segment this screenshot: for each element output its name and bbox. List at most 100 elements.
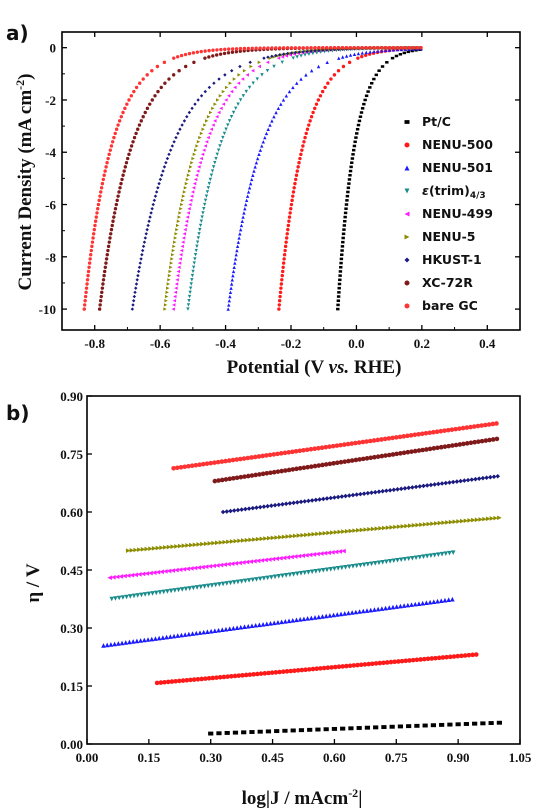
data-point bbox=[176, 587, 181, 593]
data-point bbox=[354, 492, 359, 497]
data-point bbox=[355, 127, 360, 131]
data-point bbox=[188, 677, 193, 683]
data-point bbox=[169, 265, 173, 269]
data-point bbox=[412, 448, 418, 454]
data-point bbox=[195, 50, 200, 54]
data-point bbox=[435, 598, 440, 604]
data-point bbox=[100, 181, 105, 186]
data-point bbox=[382, 436, 388, 442]
data-point bbox=[181, 543, 187, 549]
data-point bbox=[229, 286, 233, 290]
data-point bbox=[377, 660, 383, 666]
data-point bbox=[237, 73, 241, 77]
data-point bbox=[349, 610, 355, 615]
data-point bbox=[320, 568, 326, 573]
data-point bbox=[266, 127, 270, 131]
data-point bbox=[304, 552, 309, 558]
data-point bbox=[175, 633, 181, 638]
data-point bbox=[238, 232, 242, 236]
data-point bbox=[270, 46, 274, 50]
data-point bbox=[324, 496, 330, 501]
data-point bbox=[187, 110, 192, 115]
data-point bbox=[326, 530, 331, 536]
data-point bbox=[490, 437, 496, 442]
data-point bbox=[218, 562, 224, 568]
data-point bbox=[285, 46, 290, 50]
data-point bbox=[412, 601, 418, 607]
data-point bbox=[229, 539, 235, 544]
data-point bbox=[295, 81, 299, 85]
data-point bbox=[459, 653, 464, 659]
data-point bbox=[307, 727, 313, 732]
data-point bbox=[337, 286, 341, 290]
data-point bbox=[212, 628, 218, 633]
legend-marker bbox=[404, 257, 410, 263]
data-point bbox=[309, 464, 314, 469]
data-point bbox=[356, 440, 362, 445]
data-point bbox=[401, 434, 407, 439]
data-point bbox=[336, 303, 340, 307]
data-point bbox=[278, 534, 283, 540]
data-point bbox=[246, 46, 251, 51]
data-point bbox=[255, 77, 260, 81]
data-point bbox=[294, 173, 299, 177]
data-point bbox=[239, 223, 244, 228]
data-point bbox=[222, 51, 227, 56]
panel-a: a) -0.8 -0.6 -0.4 -0.2 0.0 0.2 0.4 0 -2 -4 -6 -8 -1… bbox=[6, 21, 521, 378]
data-point bbox=[259, 536, 265, 542]
data-point bbox=[117, 119, 122, 123]
data-point bbox=[168, 269, 172, 274]
data-point bbox=[398, 603, 403, 609]
data-point bbox=[183, 186, 188, 190]
data-point bbox=[130, 307, 135, 311]
data-point bbox=[370, 81, 374, 85]
data-point bbox=[238, 456, 243, 462]
data-point bbox=[131, 303, 135, 307]
data-point bbox=[340, 46, 345, 50]
data-point bbox=[185, 177, 190, 182]
data-point bbox=[437, 520, 443, 526]
data-point bbox=[339, 565, 345, 571]
data-point bbox=[104, 261, 108, 265]
data-point bbox=[353, 609, 359, 615]
data-point bbox=[279, 282, 284, 286]
data-point bbox=[153, 194, 158, 198]
data-point bbox=[438, 428, 444, 434]
data-point bbox=[264, 131, 269, 136]
data-point bbox=[198, 584, 204, 590]
data-point bbox=[323, 47, 328, 52]
data-point bbox=[199, 156, 203, 161]
data-point bbox=[227, 476, 232, 482]
data-point bbox=[113, 131, 117, 136]
data-point bbox=[326, 81, 330, 85]
data-point bbox=[354, 136, 358, 139]
data-point bbox=[372, 560, 378, 566]
data-point bbox=[291, 190, 296, 194]
data-point bbox=[169, 679, 175, 684]
data-point bbox=[311, 531, 317, 537]
data-point bbox=[290, 618, 296, 623]
data-point bbox=[303, 135, 307, 140]
data-point bbox=[357, 119, 362, 123]
legend-item: Pt/C bbox=[404, 114, 451, 129]
data-point bbox=[242, 624, 247, 630]
data-point bbox=[193, 253, 198, 257]
y-tick-label-a: -6 bbox=[45, 198, 56, 213]
data-point bbox=[362, 102, 366, 106]
data-point bbox=[138, 261, 142, 265]
data-point bbox=[278, 294, 282, 299]
data-point bbox=[153, 590, 159, 596]
data-point bbox=[421, 554, 426, 560]
data-point bbox=[318, 666, 323, 671]
data-point bbox=[419, 522, 424, 528]
data-point bbox=[357, 609, 362, 614]
data-point bbox=[229, 89, 234, 94]
data-point bbox=[101, 643, 106, 648]
data-point bbox=[307, 52, 311, 56]
data-point bbox=[223, 458, 228, 464]
data-point bbox=[218, 540, 224, 545]
data-point bbox=[228, 81, 233, 85]
data-point bbox=[186, 463, 191, 469]
data-point bbox=[267, 452, 273, 458]
data-point bbox=[134, 85, 139, 90]
